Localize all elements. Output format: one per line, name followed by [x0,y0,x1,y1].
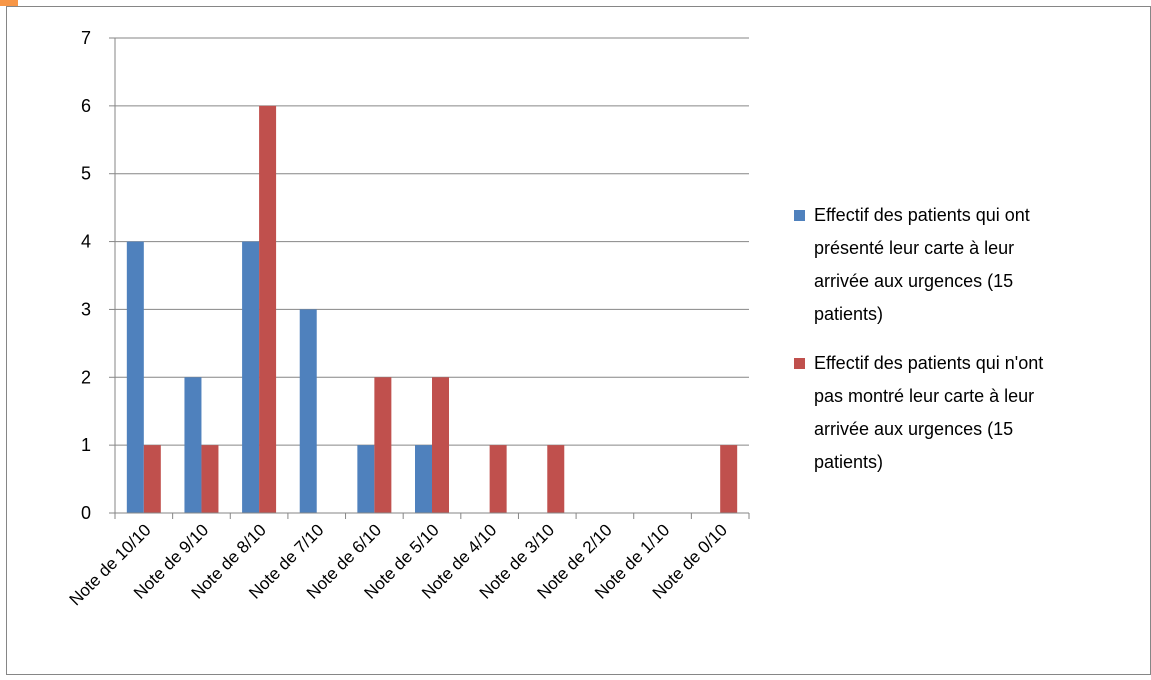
bar-series-2-810 [259,105,277,513]
legend-label-line: patients) [814,304,883,324]
y-tick-label: 3 [81,299,91,319]
bar-series-1-510 [415,445,432,513]
legend-label-line: arrivée aux urgences (15 [814,271,1013,291]
legend: Effectif des patients qui ont présenté le… [794,205,1043,472]
y-tick-label: 1 [81,435,91,455]
legend-swatch [794,210,805,221]
bar-series-1-810 [242,241,260,514]
legend-label-line: patients) [814,452,883,472]
bar-series-2-310 [547,445,565,513]
legend-label-line: pas montré leur carte à leur [814,386,1034,406]
bar-series-1-910 [184,377,202,513]
legend-swatch [794,358,805,369]
bar-series-2-010 [720,445,738,513]
bar-series-1-610 [357,445,375,513]
bar-series-2-910 [201,445,219,513]
y-tick-label: 4 [81,232,91,252]
bar-series-2-610 [374,377,392,513]
legend-entry-1: Effectif des patients qui ont présenté le… [794,205,1030,324]
bar-series-2-410 [489,445,507,513]
legend-label: Effectif des patients qui ont présenté le… [814,205,1030,324]
bar-series-2-1010 [143,445,161,513]
chart-border [6,6,1151,675]
legend-entry-2: Effectif des patients qui n'ont pas montr… [794,353,1043,472]
legend-label: Effectif des patients qui n'ont pas montr… [814,353,1043,472]
gridlines [115,37,749,446]
bar-series-2-510 [432,377,449,513]
y-tick-label: 0 [81,503,91,523]
y-tick-label: 5 [81,164,91,184]
y-tick-labels: 0 1 2 3 4 5 6 7 [81,28,91,523]
legend-label-line: Effectif des patients qui n'ont [814,353,1043,373]
legend-label-line: présenté leur carte à leur [814,238,1014,258]
y-tick-label: 7 [81,28,91,48]
legend-label-line: arrivée aux urgences (15 [814,419,1013,439]
legend-label-line: Effectif des patients qui ont [814,205,1030,225]
bar-series-1-1010 [126,241,144,514]
bars [126,105,738,514]
y-tick-label: 6 [81,96,91,116]
title-remnant-mark [0,0,18,6]
bar-series-1-710 [299,309,317,513]
axes [109,37,750,519]
y-tick-label: 2 [81,367,91,387]
